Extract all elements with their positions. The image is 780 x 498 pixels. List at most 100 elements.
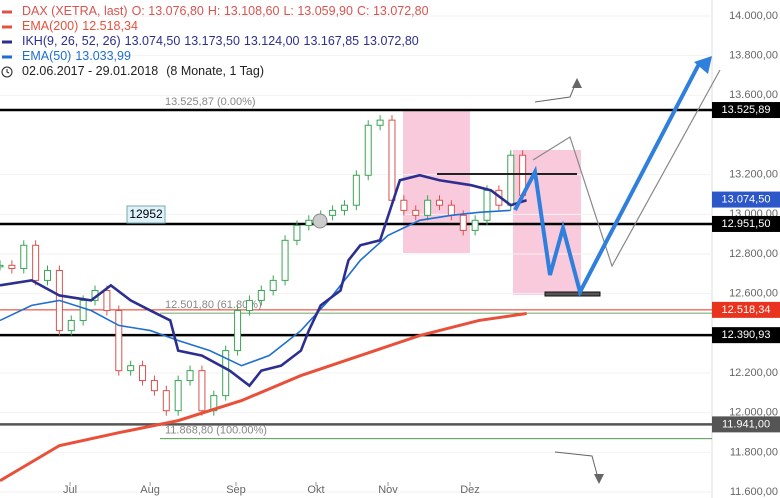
label-box: [126, 205, 166, 224]
indicator-line: [0, 312, 527, 483]
candle: [352, 174, 360, 206]
path: [513, 61, 702, 298]
level-box: [712, 215, 780, 232]
candle: [186, 370, 194, 382]
marker-label: 12952: [129, 207, 163, 221]
legend-value: 13.033,99: [75, 49, 131, 63]
candle: [20, 244, 28, 269]
arrow: [554, 451, 599, 479]
legend-name: EMA(200): [22, 19, 78, 33]
y-tick-label: 11.600,00: [730, 486, 778, 498]
candle: [245, 299, 253, 312]
indicator-line: [0, 209, 511, 367]
legend-value: 13.173,50: [184, 34, 240, 48]
zone: [403, 111, 470, 253]
candle: [293, 224, 301, 241]
y-tick-label: 12.600,00: [729, 288, 778, 300]
candle: [340, 204, 348, 211]
y-tick-label: 13.200,00: [729, 169, 778, 181]
x-tick-label: Sep: [226, 484, 246, 496]
candle: [364, 124, 372, 176]
candle: [115, 310, 123, 372]
level-label: 12.951,50: [722, 218, 771, 230]
level-label: 11.941,00: [722, 418, 770, 430]
x-tick-label: Nov: [378, 484, 398, 496]
lines: [0, 173, 527, 483]
legend-value: C: 13.072,80: [357, 4, 429, 18]
legend-icon: [1, 66, 13, 78]
legend-value: H: 13.108,60: [208, 4, 280, 18]
candle: [424, 199, 432, 216]
candle: [305, 219, 313, 226]
candle: [281, 239, 289, 281]
candle: [483, 189, 491, 221]
arrow-head: [572, 78, 582, 88]
candle: [269, 279, 277, 292]
candle: [222, 350, 230, 397]
level-box: [712, 327, 780, 344]
candle: [162, 390, 170, 412]
candle: [447, 204, 455, 216]
y-tick-label: 14.000,00: [729, 10, 778, 22]
candle: [139, 365, 147, 382]
legend-value: L: 13.059,90: [283, 4, 353, 18]
legend-entry: EMA(50) 13.033,99: [22, 49, 131, 63]
legend-value: 13.167,85: [304, 34, 360, 48]
legend-entry: 02.06.2017 - 29.01.2018 (8 Monate, 1 Tag): [22, 64, 264, 78]
y-tick-label: 13.800,00: [729, 50, 778, 62]
y-tick-label: 12.800,00: [729, 248, 778, 260]
legend-value: 12.518,34: [82, 19, 138, 33]
x-tick-label: Jul: [63, 484, 77, 496]
x-tick-label: Aug: [140, 484, 160, 496]
candle: [103, 290, 111, 312]
y-tick-label: 11.800,00: [730, 446, 778, 458]
path: [532, 69, 721, 268]
legend-value: (8 Monate, 1 Tag): [166, 64, 264, 78]
legend: DAX (XETRA, last) O: 13.076,80 H: 13.108,6…: [1, 4, 429, 78]
candle: [459, 214, 467, 231]
level-label: 12.518,34: [722, 304, 771, 316]
candle: [67, 319, 75, 332]
candle: [44, 269, 52, 281]
arrow-head: [594, 474, 604, 484]
legend-value: 13.124,00: [244, 34, 300, 48]
indicator-line: [0, 173, 527, 388]
level-label: 13.525,89: [722, 104, 771, 116]
candle: [376, 119, 384, 126]
candle: [412, 209, 420, 216]
candle: [0, 264, 4, 268]
legend-entry: EMA(200) 12.518,34: [22, 19, 138, 33]
level-box: [712, 301, 780, 318]
legend-entry: IKH(9, 26, 52, 26) 13.074,50 13.173,50 13.1…: [22, 34, 419, 48]
y-tick-label: 12.200,00: [729, 367, 778, 379]
candle: [234, 310, 242, 352]
legend-value: O: 13.076,80: [132, 4, 204, 18]
legend-name: IKH(9, 26, 52, 26): [22, 34, 121, 48]
legend-name: EMA(50): [22, 49, 71, 63]
candle: [257, 290, 265, 301]
candle: [198, 370, 206, 412]
legend-value: 13.072,80: [363, 34, 419, 48]
level-box: [712, 102, 780, 119]
segment: [544, 291, 601, 297]
candle: [435, 199, 443, 206]
candle: [79, 299, 87, 321]
x-tick-label: Okt: [307, 484, 324, 496]
candle: [150, 380, 158, 392]
legend-name: 02.06.2017 - 29.01.2018: [22, 64, 158, 78]
legend-entry: DAX (XETRA, last) O: 13.076,80 H: 13.108,6…: [22, 4, 429, 18]
candle: [507, 154, 515, 206]
candle: [127, 365, 135, 372]
level-label: 12.390,93: [722, 329, 771, 341]
level-box: [712, 191, 780, 208]
level-box: [712, 416, 780, 433]
legend-name: DAX (XETRA, last): [22, 4, 128, 18]
candle: [400, 199, 408, 211]
fib-label: 13.525,87 (0.00%): [165, 96, 256, 108]
x-tick-label: Dez: [460, 484, 480, 496]
arrow-head: [694, 56, 712, 74]
level-label: 13.074,50: [722, 193, 771, 205]
legend-icon: [6, 69, 10, 74]
candle: [329, 209, 337, 216]
